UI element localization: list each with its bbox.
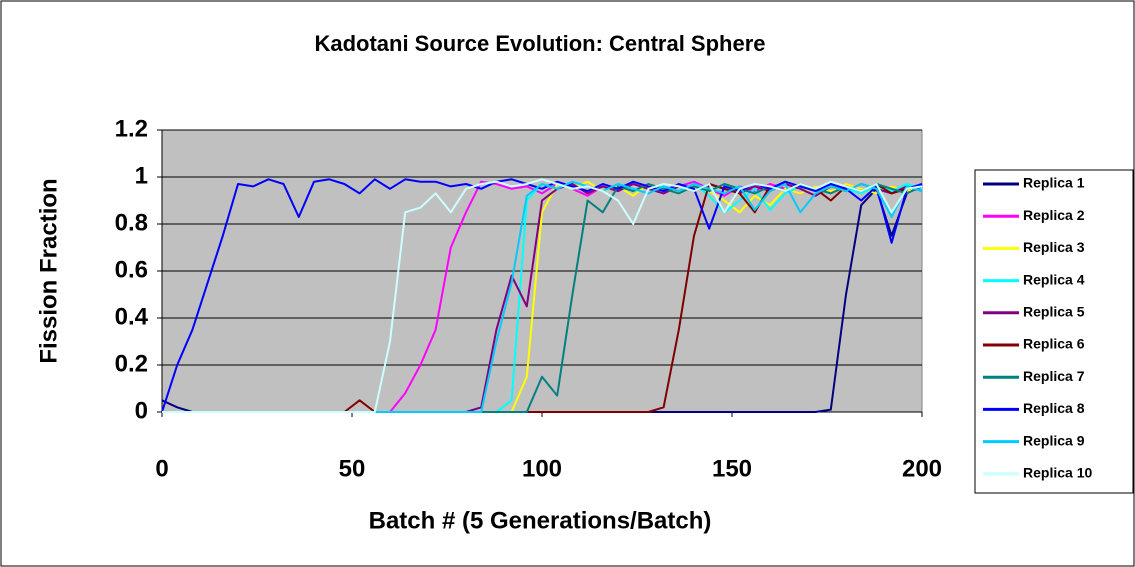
legend-label: Replica 2	[1023, 207, 1085, 223]
legend-label: Replica 1	[1023, 175, 1085, 191]
x-tick-label: 0	[155, 455, 168, 482]
y-tick-label: 1.2	[115, 115, 148, 142]
legend-box	[974, 169, 1134, 494]
legend-label: Replica 6	[1023, 336, 1085, 352]
y-tick-label: 1	[135, 162, 148, 189]
series-line	[161, 178, 923, 413]
legend-label: Replica 5	[1023, 304, 1085, 320]
x-tick-label: 150	[712, 455, 752, 482]
y-tick-label: 0	[135, 397, 148, 424]
x-tick-label: 50	[339, 455, 366, 482]
series-line	[162, 178, 923, 413]
x-tick-label: 100	[522, 455, 562, 482]
y-tick-label: 0.4	[115, 303, 149, 330]
legend-label: Replica 3	[1023, 239, 1085, 255]
legend-label: Replica 7	[1023, 368, 1085, 384]
legend-label: Replica 10	[1023, 465, 1092, 481]
y-axis-label: Fission Fraction	[35, 178, 62, 363]
x-tick-label: 200	[902, 455, 942, 482]
y-tick-label: 0.2	[115, 350, 148, 377]
x-axis-label: Batch # (5 Generations/Batch)	[369, 507, 712, 534]
y-tick-label: 0.6	[115, 256, 148, 283]
y-tick-label: 0.8	[115, 209, 148, 236]
chart-title: Kadotani Source Evolution: Central Spher…	[314, 31, 765, 56]
legend-label: Replica 9	[1023, 432, 1085, 448]
legend-label: Replica 4	[1023, 271, 1085, 287]
legend-label: Replica 8	[1023, 400, 1085, 416]
